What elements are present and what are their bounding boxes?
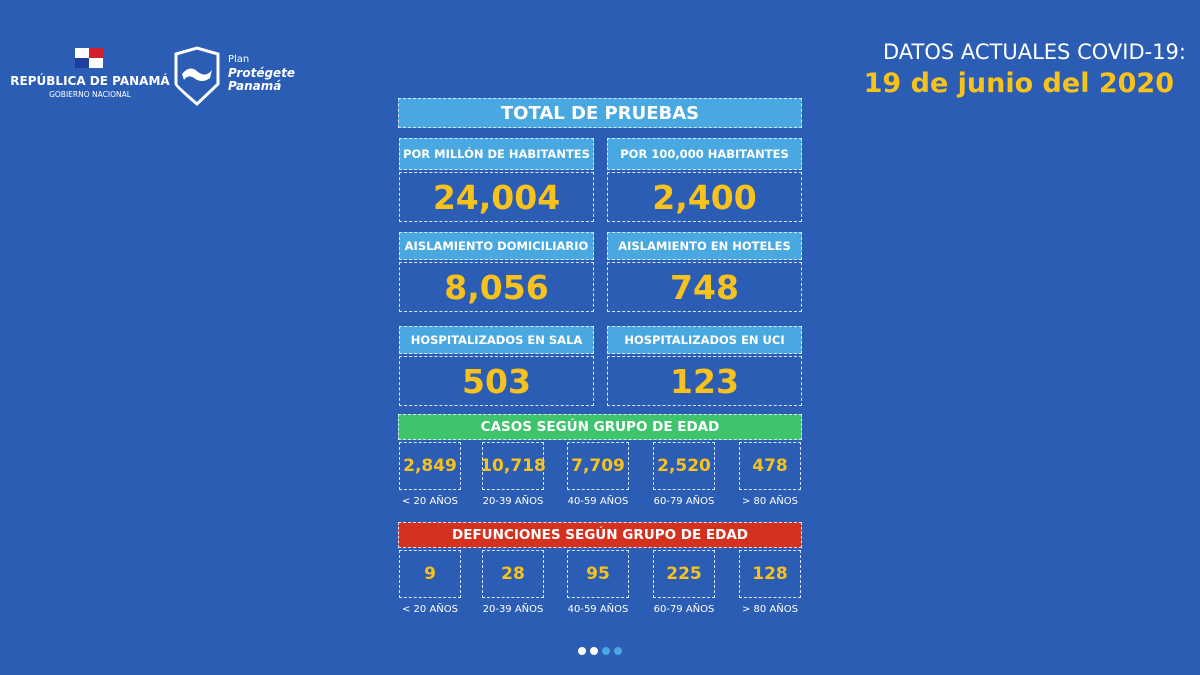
group-value: 7,709 <box>567 442 629 490</box>
cell-label: AISLAMIENTO DOMICILIARIO <box>399 232 594 260</box>
group-label: < 20 AÑOS <box>401 496 458 507</box>
cell-label: POR 100,000 HABITANTES <box>607 138 802 170</box>
group-value: 2,849 <box>399 442 461 490</box>
dot <box>602 647 610 655</box>
plan: Plan <box>228 54 250 65</box>
group-value: 28 <box>482 550 544 598</box>
cell-label: HOSPITALIZADOS EN SALA <box>399 326 594 354</box>
cell-value: 24,004 <box>399 172 594 222</box>
panama: Panamá <box>228 79 282 93</box>
group-label: > 80 AÑOS <box>741 496 798 507</box>
flag <box>75 48 103 68</box>
group-label: 60-79 AÑOS <box>653 604 715 615</box>
title: DATOS ACTUALES COVID-19: <box>882 40 1186 64</box>
cell-value: 2,400 <box>607 172 802 222</box>
cell-value: 503 <box>399 356 594 406</box>
group-label: < 20 AÑOS <box>401 604 458 615</box>
group-value: 128 <box>739 550 801 598</box>
group-value: 95 <box>567 550 629 598</box>
government: GOBIERNO NACIONAL <box>49 90 131 99</box>
cell-value: 8,056 <box>399 262 594 312</box>
cell-value: 123 <box>607 356 802 406</box>
date: 19 de junio del 2020 <box>863 68 1174 99</box>
group-label: 20-39 AÑOS <box>482 496 544 507</box>
group-label: 40-59 AÑOS <box>567 604 629 615</box>
dot <box>590 647 598 655</box>
cell-value: 748 <box>607 262 802 312</box>
republic: REPÚBLICA DE PANAMÁ <box>10 74 170 88</box>
cell-label: POR MILLÓN DE HABITANTES <box>399 138 594 170</box>
section-title: CASOS SEGÚN GRUPO DE EDAD <box>398 414 802 440</box>
dot <box>614 647 622 655</box>
protegete: Protégete <box>228 66 296 80</box>
group-value: 10,718 <box>480 442 546 490</box>
shield-logo <box>174 46 220 106</box>
group-value: 2,520 <box>653 442 715 490</box>
group-label: > 80 AÑOS <box>741 604 798 615</box>
section-title: DEFUNCIONES SEGÚN GRUPO DE EDAD <box>398 522 802 548</box>
cell-label: AISLAMIENTO EN HOTELES <box>607 232 802 260</box>
group-label: 40-59 AÑOS <box>567 496 629 507</box>
cell-label: HOSPITALIZADOS EN UCI <box>607 326 802 354</box>
group-value: 9 <box>399 550 461 598</box>
group-label: 20-39 AÑOS <box>482 604 544 615</box>
section-title: TOTAL DE PRUEBAS <box>398 98 802 128</box>
dot <box>578 647 586 655</box>
group-value: 225 <box>653 550 715 598</box>
group-label: 60-79 AÑOS <box>653 496 715 507</box>
group-value: 478 <box>739 442 801 490</box>
